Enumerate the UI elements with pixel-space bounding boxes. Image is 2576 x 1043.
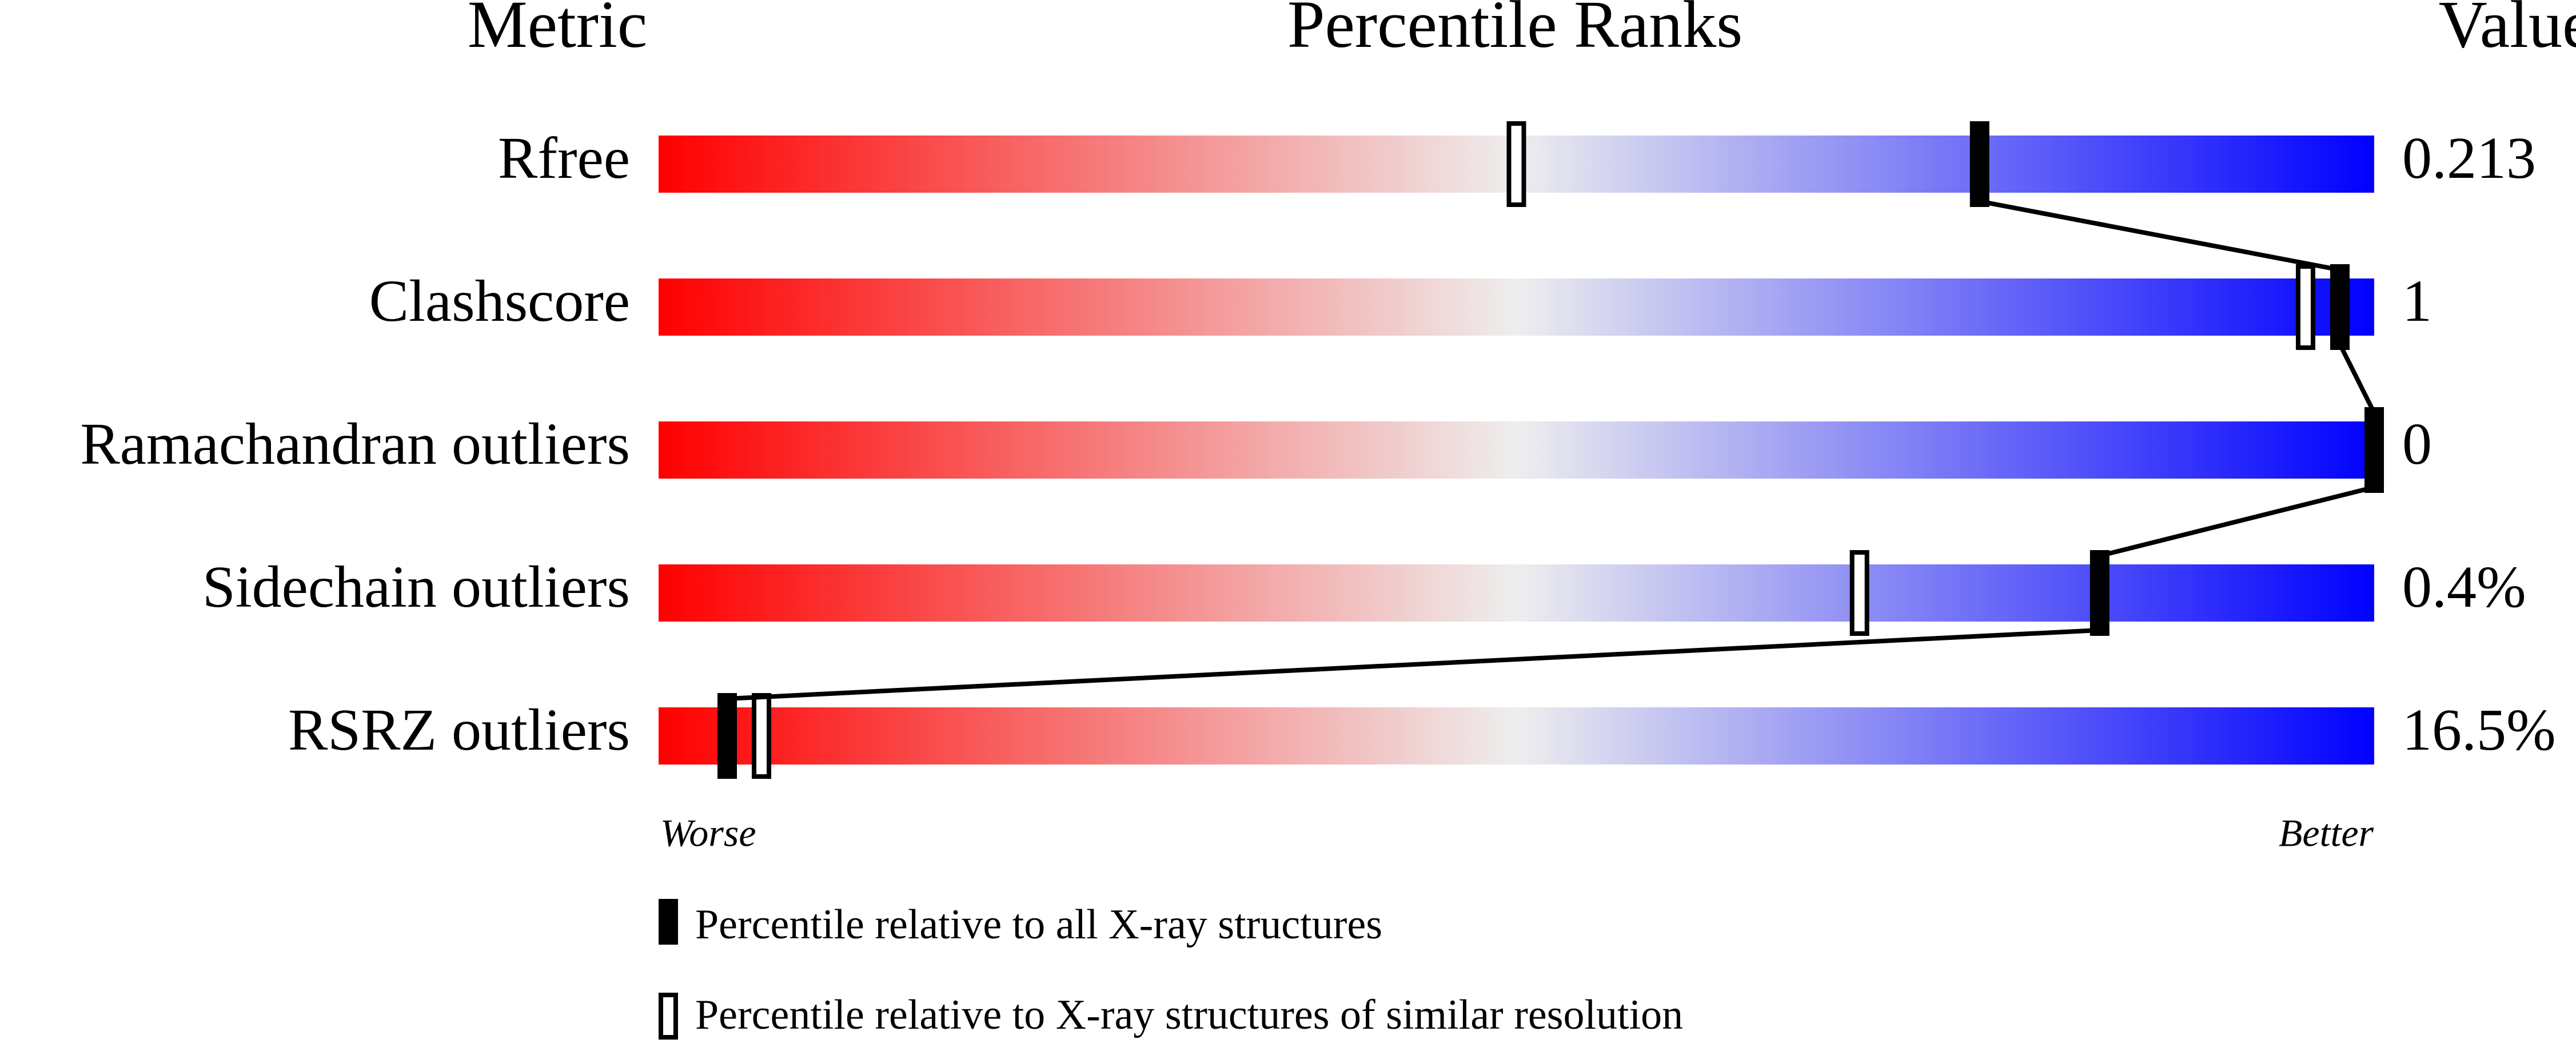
percentile-marker-solid [2364, 407, 2384, 493]
metric-label: RSRZ outliers [288, 697, 630, 763]
percentile-bar [659, 278, 2374, 336]
legend-label: Percentile relative to all X-ray structu… [695, 901, 1382, 948]
percentile-marker-open [1506, 121, 1526, 207]
metric-label: Sidechain outliers [202, 554, 630, 620]
connector-line [727, 628, 2100, 701]
metric-value: 16.5% [2402, 697, 2556, 763]
percentile-marker-solid [2089, 550, 2110, 636]
legend-label: Percentile relative to X-ray structures … [695, 992, 1683, 1038]
metric-label: Rfree [498, 125, 630, 191]
worse-label: Worse [660, 811, 756, 855]
metric-value: 1 [2402, 268, 2432, 334]
percentile-marker-solid [1969, 121, 1989, 207]
metric-value: 0.213 [2402, 125, 2536, 191]
connector-line [1979, 199, 2340, 272]
header-value: Value [2439, 0, 2576, 62]
percentile-bar [659, 564, 2374, 622]
percentile-marker-open [1849, 550, 1869, 636]
legend-swatch-open [659, 993, 678, 1040]
header-percentile: Percentile Ranks [1287, 0, 1742, 62]
percentile-marker-open [752, 693, 772, 779]
percentile-bar [659, 421, 2374, 479]
metric-value: 0 [2402, 411, 2432, 477]
percentile-marker-open [2295, 264, 2315, 350]
percentile-bar [659, 707, 2374, 765]
legend-swatch-solid [659, 899, 678, 945]
connector-line [2099, 485, 2375, 558]
header-metric: Metric [468, 0, 648, 62]
percentile-marker-solid [2330, 264, 2350, 350]
percentile-marker-solid [717, 693, 737, 779]
metric-value: 0.4% [2402, 554, 2526, 620]
better-label: Better [2279, 811, 2374, 855]
metric-label: Clashscore [369, 268, 630, 334]
metric-label: Ramachandran outliers [80, 411, 630, 477]
connector-line [2338, 343, 2376, 414]
